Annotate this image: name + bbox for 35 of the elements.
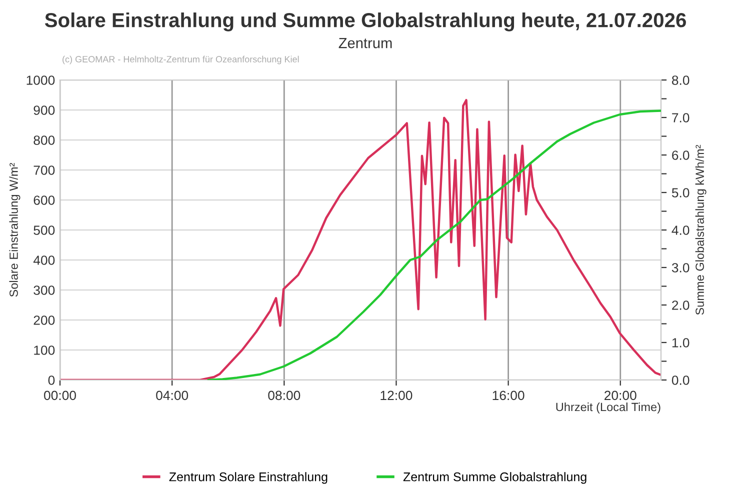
- y2-tick-label: 5.0: [672, 188, 690, 198]
- y-tick-label: 100: [34, 346, 55, 355]
- y-tick-label: 200: [34, 316, 55, 325]
- text: (c) GEOMAR - Helmholtz-Zentrum für Ozeanforschung Kiel: [62, 56, 299, 64]
- x-tick-label: 16:00: [492, 390, 524, 400]
- y2-axis-title: Summe Globalstrahlung kWh/m²: [695, 144, 706, 315]
- x-tick-label: 20:00: [604, 390, 636, 400]
- y-tick-label: 1000: [26, 76, 55, 85]
- y-tick-label: 900: [34, 106, 55, 115]
- y-tick-label: 0: [48, 376, 55, 385]
- y-tick-label: 700: [34, 166, 55, 175]
- y2-tick-label: 6.0: [672, 150, 690, 160]
- x-tick-label: 04:00: [156, 390, 188, 400]
- y2-tick-label: 3.0: [672, 263, 690, 272]
- legend-label: Zentrum Solare Einstrahlung: [169, 472, 328, 484]
- y-tick-label: 500: [34, 226, 55, 235]
- y2-tick-label: 7.0: [672, 113, 690, 122]
- x-tick-label: 12:00: [380, 390, 412, 400]
- y2-tick-label: 1.0: [672, 338, 690, 348]
- y-tick-label: 300: [34, 286, 55, 295]
- y2-tick-label: 4.0: [672, 226, 690, 235]
- x-axis-title: Uhrzeit (Local Time): [556, 402, 660, 414]
- x-tick-label: 08:00: [268, 390, 300, 400]
- y-tick-label: 800: [34, 136, 55, 145]
- y-axis-title: Solare Einstrahlung W/m²: [9, 162, 20, 297]
- y2-tick-label: 2.0: [672, 300, 690, 310]
- x-tick-label: 00:00: [44, 390, 76, 400]
- y-tick-label: 600: [34, 196, 55, 205]
- y2-tick-label: 0.0: [672, 376, 690, 385]
- legend-label: Zentrum Summe Globalstrahlung: [403, 472, 586, 484]
- chart-subtitle: Zentrum: [338, 38, 392, 48]
- chart-title: Solare Einstrahlung und Summe Globalstrahlung heute, 21.07.2026: [44, 12, 686, 32]
- y-tick-label: 400: [33, 256, 55, 265]
- line-series: [207, 110, 661, 380]
- y2-tick-label: 8.0: [672, 76, 690, 85]
